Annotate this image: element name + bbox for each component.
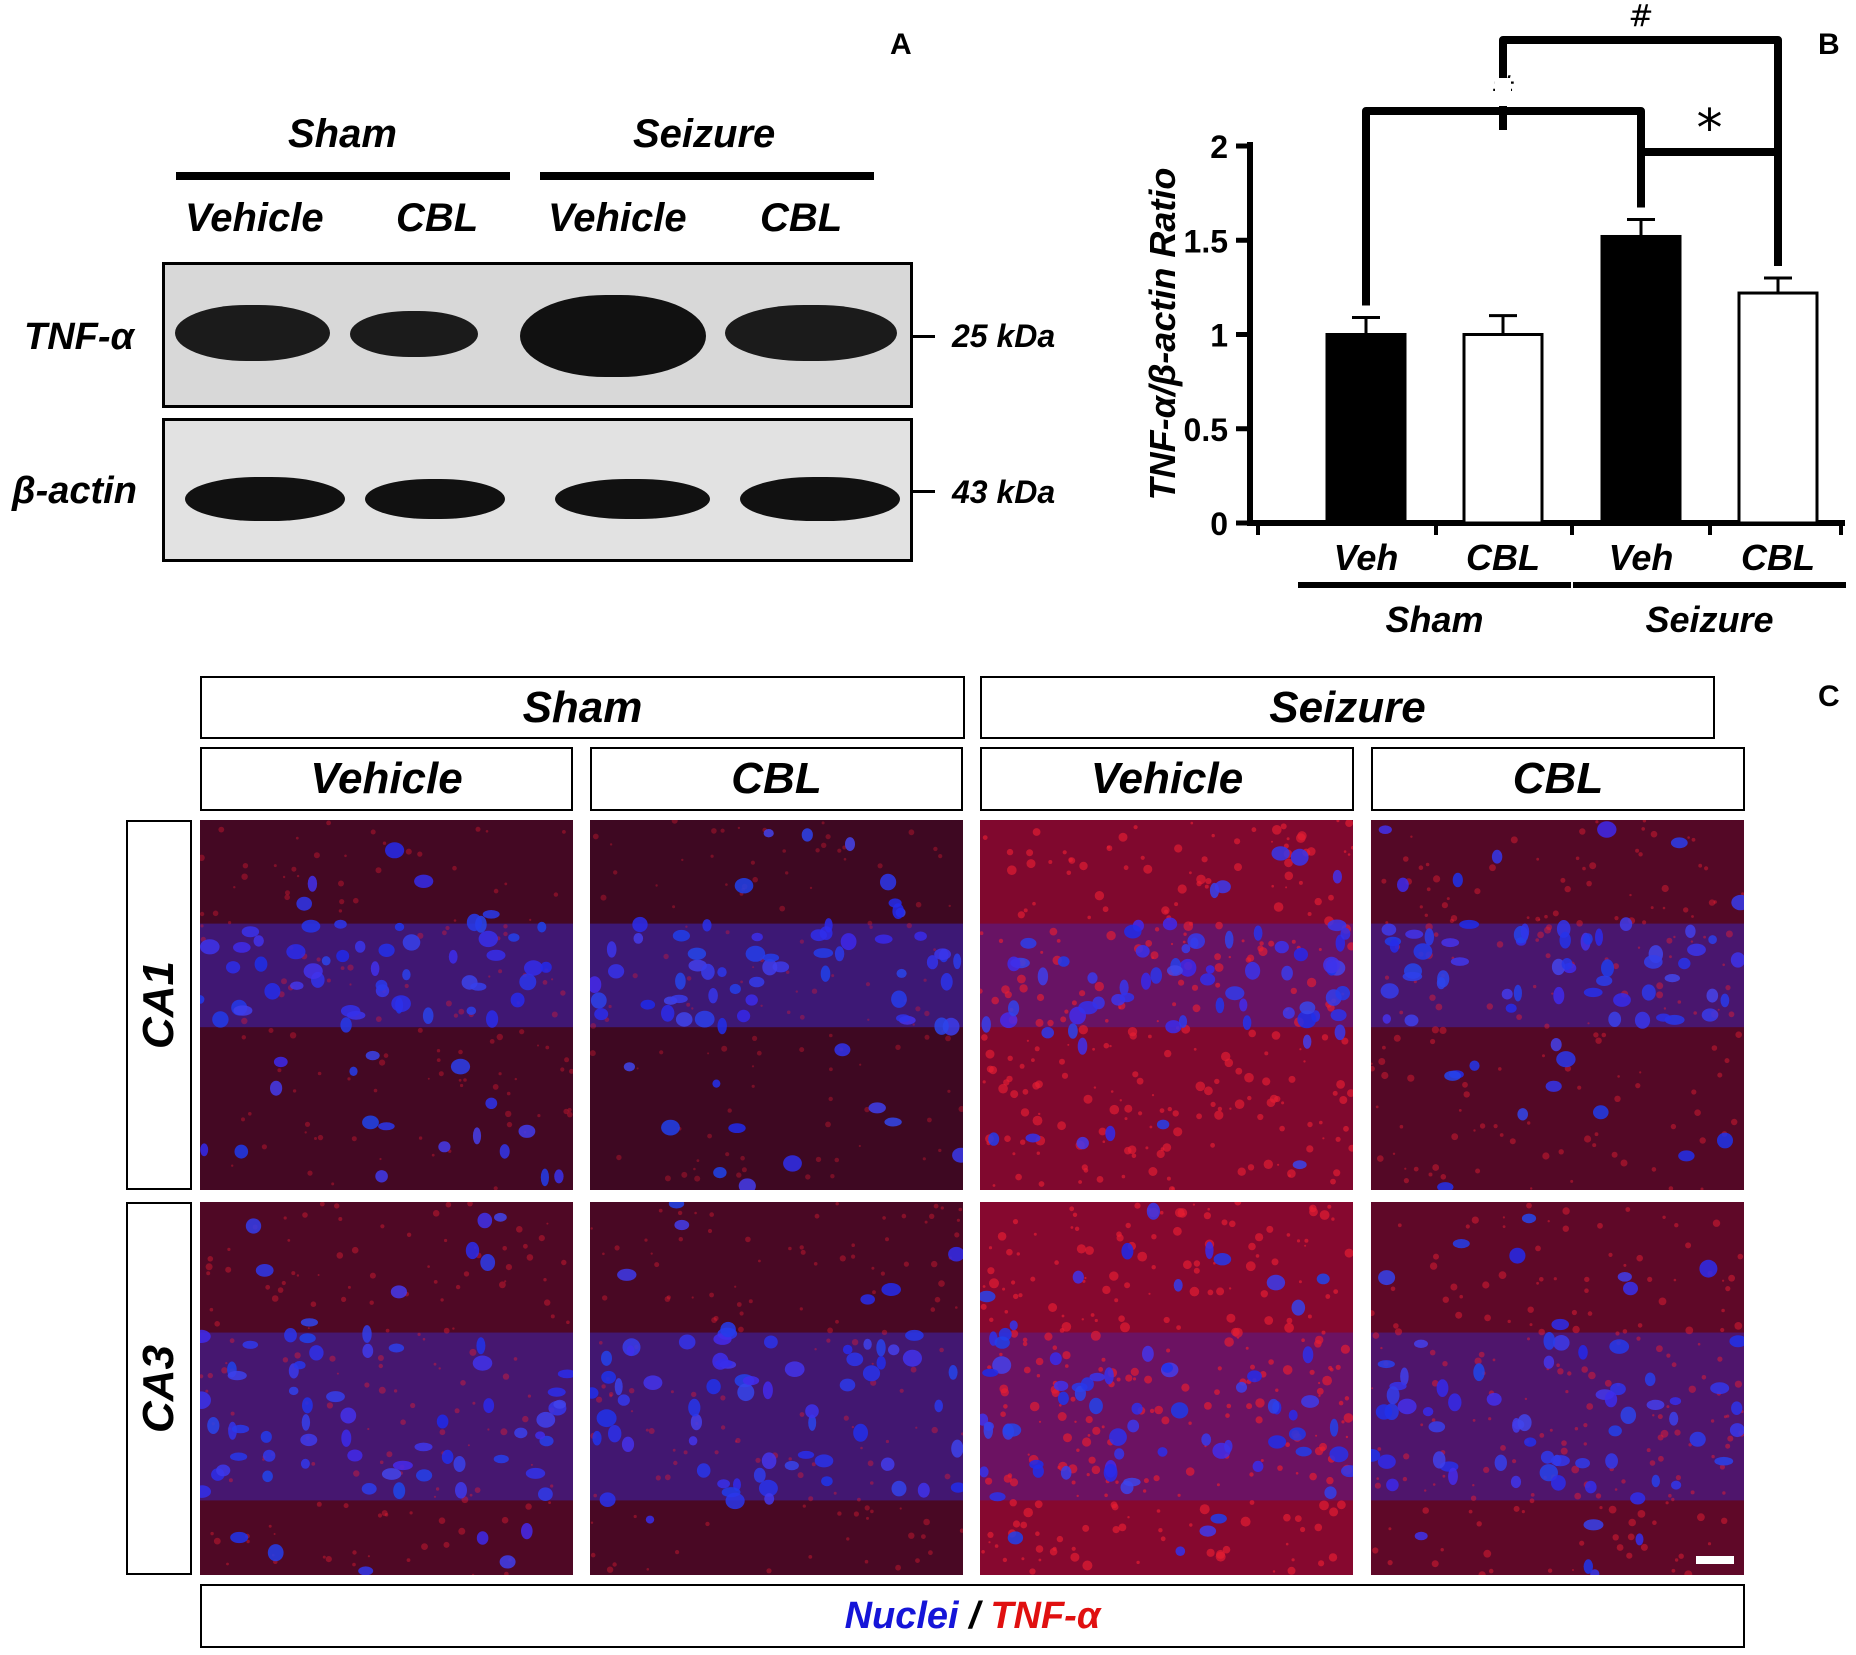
legend-nuclei-label: Nuclei: [844, 1594, 959, 1637]
micro-col-header-4: CBL: [1371, 747, 1745, 811]
x-category-label-1: CBL: [1466, 537, 1540, 578]
blot-lane-label-4: CBL: [760, 196, 843, 240]
significance-bracket-2: [1637, 148, 1782, 266]
tnf-band-3: [520, 295, 706, 377]
legend-separator: /: [958, 1594, 991, 1637]
micro-col-label-2: CBL: [731, 754, 822, 803]
micro-col-label-3: Vehicle: [1090, 754, 1244, 803]
bar-1: [1462, 333, 1544, 525]
actin-band-1: [185, 477, 345, 521]
micro-group-label-seizure: Seizure: [1269, 682, 1426, 732]
micro-legend-box: Nuclei / TNF-α: [200, 1584, 1745, 1648]
tnf-blot-image: [162, 262, 913, 408]
micrograph-ca3-2: [590, 1202, 963, 1575]
micrograph-ca1-3: [980, 820, 1353, 1190]
actin-band-2: [365, 479, 505, 519]
scale-bar: [1696, 1556, 1734, 1564]
x-group-label-0: Sham: [1385, 599, 1483, 640]
x-group-label-1: Seizure: [1645, 599, 1773, 640]
panel-letter-b: B: [1818, 28, 1840, 61]
micro-col-header-1: Vehicle: [200, 747, 573, 811]
blot-row-label-tnf: TNF-α: [24, 316, 135, 358]
micro-row-header-ca3: CA3: [126, 1202, 192, 1575]
micrograph-ca1-4: [1371, 820, 1744, 1190]
bar-2: [1600, 234, 1682, 525]
y-tick-label-1: 0.5: [1184, 412, 1228, 448]
blot-lane-label-3: Vehicle: [548, 196, 687, 240]
actin-band-3: [555, 479, 710, 519]
micro-group-header-sham: Sham: [200, 676, 965, 739]
actin-size-tick: [913, 490, 935, 493]
blot-group-seizure: Seizure: [633, 112, 776, 156]
bar-0: [1325, 333, 1407, 525]
micro-group-header-seizure: Seizure: [980, 676, 1715, 739]
bracket-gap: [1495, 78, 1511, 106]
micrograph-ca3-3: [980, 1202, 1353, 1575]
y-tick-label-4: 2: [1210, 129, 1228, 165]
x-category-label-2: Veh: [1609, 537, 1674, 578]
micrograph-ca3-1: [200, 1202, 573, 1575]
micro-col-header-2: CBL: [590, 747, 963, 811]
micro-col-label-1: Vehicle: [310, 754, 463, 803]
micro-col-header-3: Vehicle: [980, 747, 1354, 811]
micro-row-header-ca1: CA1: [126, 820, 192, 1190]
blot-group-sham: Sham: [288, 112, 397, 156]
bar-3: [1737, 291, 1819, 525]
tnf-band-2: [350, 311, 478, 357]
blot-lane-label-2: CBL: [396, 196, 479, 240]
micro-group-label-sham: Sham: [522, 682, 643, 732]
significance-symbol-2: *: [1697, 99, 1723, 159]
y-tick-label-0: 0: [1210, 506, 1228, 542]
panel-letter-a: A: [890, 28, 912, 61]
actin-size-label: 43 kDa: [952, 474, 1056, 510]
blot-group-line-sham: [176, 172, 510, 180]
blot-lane-label-1: Vehicle: [185, 196, 324, 240]
tnf-size-tick: [913, 335, 935, 338]
micrograph-ca1-1: [200, 820, 573, 1190]
legend-marker-label: TNF-α: [990, 1594, 1101, 1637]
panel-letter-c: C: [1818, 680, 1840, 713]
y-tick-label-2: 1: [1210, 318, 1228, 354]
blot-group-line-seizure: [540, 172, 874, 180]
micrograph-ca3-4: [1371, 1202, 1744, 1575]
y-tick-label-3: 1.5: [1184, 223, 1228, 259]
tnf-size-label: 25 kDa: [952, 318, 1056, 354]
significance-symbol-1: #: [1628, 0, 1653, 34]
tnf-band-1: [175, 305, 330, 361]
blot-row-label-actin: β-actin: [12, 470, 137, 512]
bar-chart: ##* 00.511.52VehCBLVehCBLShamSeizureTNF-…: [1142, 0, 1846, 640]
y-axis-label: TNF-α/β-actin Ratio: [1142, 168, 1183, 501]
tnf-band-4: [725, 305, 897, 361]
x-category-label-3: CBL: [1741, 537, 1815, 578]
actin-band-4: [740, 477, 900, 521]
significance-bracket-0: [1362, 107, 1645, 306]
micro-col-label-4: CBL: [1512, 754, 1604, 803]
actin-blot-image: [162, 418, 913, 562]
micrograph-ca1-2: [590, 820, 963, 1190]
micro-row-label-ca3: CA3: [134, 1344, 183, 1433]
x-category-label-0: Veh: [1334, 537, 1399, 578]
micro-row-label-ca1: CA1: [134, 960, 183, 1050]
